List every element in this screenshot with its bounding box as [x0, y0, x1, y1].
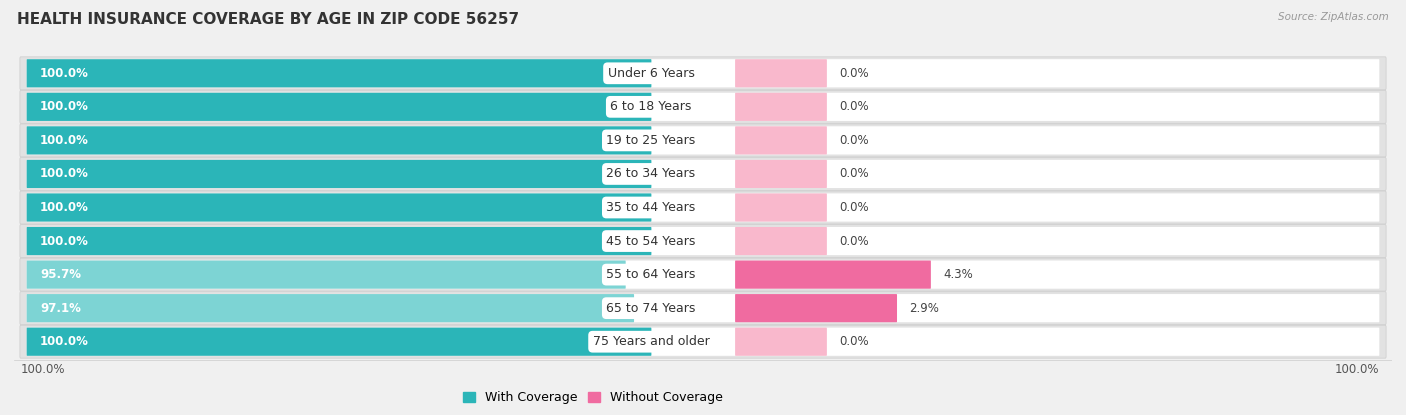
Text: 100.0%: 100.0%: [39, 167, 89, 181]
Text: 6 to 18 Years: 6 to 18 Years: [610, 100, 692, 113]
Text: 0.0%: 0.0%: [839, 234, 869, 248]
Legend: With Coverage, Without Coverage: With Coverage, Without Coverage: [457, 386, 728, 410]
FancyBboxPatch shape: [27, 59, 1379, 88]
Text: 100.0%: 100.0%: [21, 363, 65, 376]
Text: 100.0%: 100.0%: [39, 67, 89, 80]
FancyBboxPatch shape: [27, 160, 651, 188]
FancyBboxPatch shape: [20, 158, 1386, 190]
FancyBboxPatch shape: [735, 294, 897, 322]
Text: 65 to 74 Years: 65 to 74 Years: [606, 302, 696, 315]
FancyBboxPatch shape: [735, 160, 827, 188]
Text: 97.1%: 97.1%: [39, 302, 82, 315]
FancyBboxPatch shape: [735, 327, 827, 356]
FancyBboxPatch shape: [735, 227, 827, 255]
FancyBboxPatch shape: [27, 261, 626, 289]
FancyBboxPatch shape: [27, 193, 1379, 222]
FancyBboxPatch shape: [27, 327, 1379, 356]
FancyBboxPatch shape: [27, 294, 634, 322]
Text: HEALTH INSURANCE COVERAGE BY AGE IN ZIP CODE 56257: HEALTH INSURANCE COVERAGE BY AGE IN ZIP …: [17, 12, 519, 27]
Text: 0.0%: 0.0%: [839, 167, 869, 181]
FancyBboxPatch shape: [20, 191, 1386, 224]
Text: 100.0%: 100.0%: [39, 100, 89, 113]
Text: 0.0%: 0.0%: [839, 201, 869, 214]
FancyBboxPatch shape: [735, 93, 827, 121]
FancyBboxPatch shape: [20, 57, 1386, 90]
FancyBboxPatch shape: [20, 90, 1386, 123]
FancyBboxPatch shape: [27, 227, 651, 255]
FancyBboxPatch shape: [20, 124, 1386, 157]
FancyBboxPatch shape: [20, 225, 1386, 257]
FancyBboxPatch shape: [27, 294, 1379, 322]
FancyBboxPatch shape: [735, 59, 827, 88]
FancyBboxPatch shape: [27, 59, 651, 88]
Text: 0.0%: 0.0%: [839, 134, 869, 147]
FancyBboxPatch shape: [20, 325, 1386, 358]
FancyBboxPatch shape: [27, 126, 651, 154]
FancyBboxPatch shape: [27, 327, 651, 356]
Text: 0.0%: 0.0%: [839, 100, 869, 113]
FancyBboxPatch shape: [27, 193, 651, 222]
Text: 100.0%: 100.0%: [39, 134, 89, 147]
Text: 95.7%: 95.7%: [39, 268, 82, 281]
Text: 45 to 54 Years: 45 to 54 Years: [606, 234, 696, 248]
Text: 2.9%: 2.9%: [910, 302, 939, 315]
Text: 75 Years and older: 75 Years and older: [593, 335, 710, 348]
Text: 100.0%: 100.0%: [39, 201, 89, 214]
Text: 100.0%: 100.0%: [39, 234, 89, 248]
Text: Under 6 Years: Under 6 Years: [607, 67, 695, 80]
Text: 19 to 25 Years: 19 to 25 Years: [606, 134, 696, 147]
FancyBboxPatch shape: [20, 258, 1386, 291]
FancyBboxPatch shape: [20, 292, 1386, 325]
FancyBboxPatch shape: [27, 93, 651, 121]
Text: 55 to 64 Years: 55 to 64 Years: [606, 268, 696, 281]
Text: 4.3%: 4.3%: [943, 268, 973, 281]
Text: 35 to 44 Years: 35 to 44 Years: [606, 201, 696, 214]
Text: 100.0%: 100.0%: [1334, 363, 1379, 376]
FancyBboxPatch shape: [27, 126, 1379, 154]
FancyBboxPatch shape: [27, 261, 1379, 289]
Text: 0.0%: 0.0%: [839, 67, 869, 80]
FancyBboxPatch shape: [735, 261, 931, 289]
Text: 26 to 34 Years: 26 to 34 Years: [606, 167, 696, 181]
FancyBboxPatch shape: [27, 227, 1379, 255]
FancyBboxPatch shape: [735, 126, 827, 154]
FancyBboxPatch shape: [27, 160, 1379, 188]
FancyBboxPatch shape: [27, 93, 1379, 121]
Text: 100.0%: 100.0%: [39, 335, 89, 348]
Text: Source: ZipAtlas.com: Source: ZipAtlas.com: [1278, 12, 1389, 22]
Text: 0.0%: 0.0%: [839, 335, 869, 348]
FancyBboxPatch shape: [735, 193, 827, 222]
